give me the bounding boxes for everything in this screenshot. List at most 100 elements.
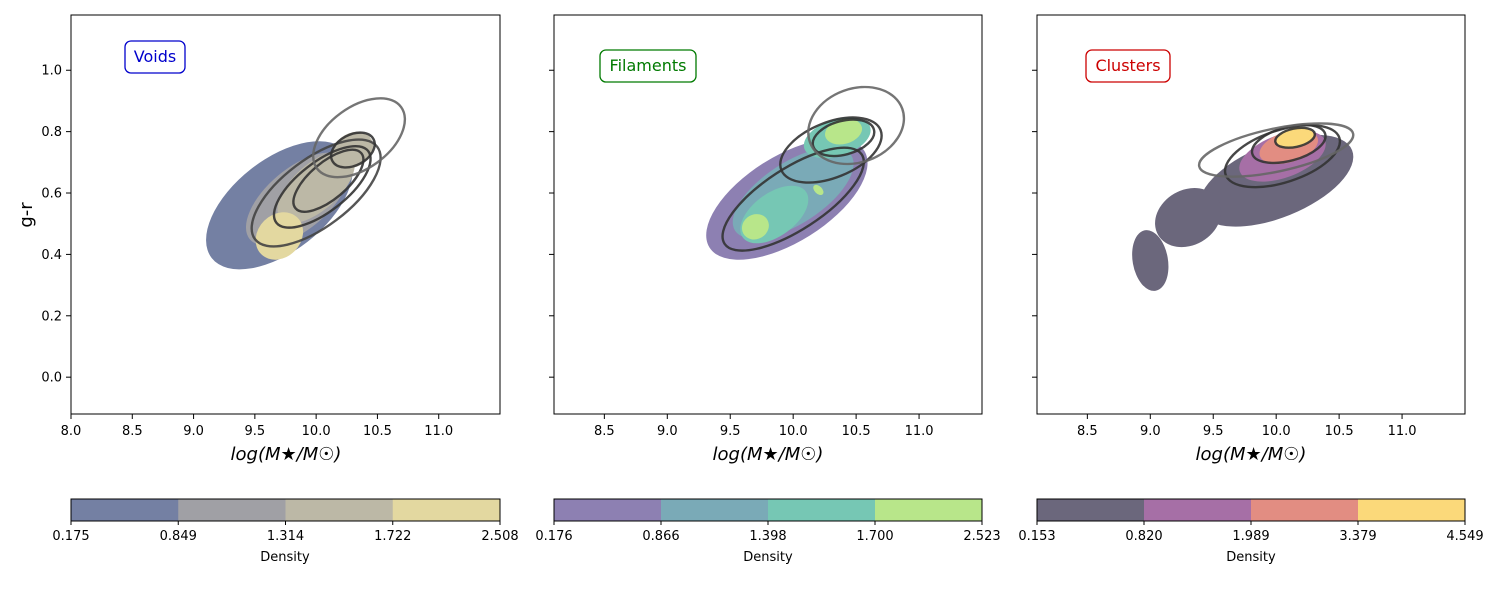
colorbar-segment xyxy=(1144,499,1252,521)
density-fill-level-3 xyxy=(825,118,863,145)
colorbar-tick-label: 0.849 xyxy=(160,529,197,544)
panel-filaments: Filaments log(M★/M☉) Density xyxy=(599,49,824,565)
colorbar-label: Density xyxy=(1226,550,1276,565)
region-label: Clusters xyxy=(1095,56,1160,75)
contour-line-2 xyxy=(1274,126,1317,149)
y-tick-label: 0.4 xyxy=(41,248,62,263)
plot-area xyxy=(66,14,501,419)
colorbar-tick-label: 1.989 xyxy=(1232,529,1269,544)
region-label: Voids xyxy=(134,47,176,66)
contour-line-0 xyxy=(250,138,382,248)
contour-line-3 xyxy=(807,85,906,166)
x-tick-label: 9.5 xyxy=(1203,424,1224,439)
density-fill-level-3 xyxy=(1276,127,1314,149)
density-fill-level-3 xyxy=(813,184,824,196)
x-tick-label: 10.5 xyxy=(1325,424,1354,439)
x-tick-label: 9.0 xyxy=(657,424,678,439)
panel-voids: Voids log(M★/M☉) g-r Density xyxy=(16,40,342,565)
x-tick-label: 10.0 xyxy=(1262,424,1291,439)
density-fill-level-2 xyxy=(277,150,355,224)
x-tick-label: 9.0 xyxy=(183,424,204,439)
colorbar-label: Density xyxy=(743,550,793,565)
colorbar-tick-label: 0.820 xyxy=(1125,529,1162,544)
density-fill-level-3 xyxy=(741,214,769,240)
axes-frame xyxy=(1036,14,1466,415)
density-fill-level-0 xyxy=(1132,230,1169,291)
x-tick-label: 9.5 xyxy=(245,424,266,439)
x-tick-label: 9.0 xyxy=(1140,424,1161,439)
colorbar-tick-label: 0.153 xyxy=(1018,529,1055,544)
contour-line-1 xyxy=(272,144,372,229)
colorbar-segment xyxy=(768,499,876,521)
colorbar-tick-label: 1.700 xyxy=(856,529,893,544)
x-tick-label: 10.0 xyxy=(779,424,808,439)
colorbar-tick-label: 2.523 xyxy=(963,529,1000,544)
x-tick-label: 8.5 xyxy=(594,424,615,439)
y-tick-label: 0.2 xyxy=(41,309,62,324)
x-tick-label: 10.5 xyxy=(842,424,871,439)
x-tick-label: 9.5 xyxy=(720,424,741,439)
density-fill-level-0 xyxy=(1155,188,1222,248)
plot-clip xyxy=(706,85,906,260)
colorbar-segment xyxy=(285,499,394,521)
colorbar-tick-label: 4.549 xyxy=(1446,529,1483,544)
x-tick-label: 11.0 xyxy=(905,424,934,439)
y-axis-label: g-r xyxy=(16,202,37,228)
colorbar-tick-label: 1.314 xyxy=(267,529,304,544)
plot-clip xyxy=(1132,122,1355,291)
x-tick-label: 10.5 xyxy=(363,424,392,439)
plot-area xyxy=(549,14,983,419)
axes-frame xyxy=(553,14,983,415)
colorbar-segment xyxy=(71,499,179,521)
x-tick-label: 10.0 xyxy=(302,424,331,439)
figure-text: Voids log(M★/M☉) g-r Density Filaments l… xyxy=(16,40,1484,565)
region-label-box xyxy=(599,49,697,83)
x-tick-label: 11.0 xyxy=(1388,424,1417,439)
colorbar-segment xyxy=(661,499,769,521)
colorbar-tick-label: 1.722 xyxy=(374,529,411,544)
contour-line-2 xyxy=(811,118,876,158)
panel-clusters: Clusters log(M★/M☉) Density xyxy=(1085,49,1307,565)
contour-line-0 xyxy=(721,146,866,252)
y-tick-label: 0.0 xyxy=(41,371,62,386)
plot-clip xyxy=(206,97,407,270)
contour-line-3 xyxy=(1197,122,1355,178)
x-axis-label: log(M★/M☉) xyxy=(713,444,824,465)
colorbar-tick-label: 3.379 xyxy=(1339,529,1376,544)
x-tick-label: 11.0 xyxy=(424,424,453,439)
colorbar-segment xyxy=(178,499,286,521)
plot-area xyxy=(1032,14,1466,419)
colorbar-segment xyxy=(392,499,501,521)
colorbar-segment xyxy=(1358,499,1466,521)
contour-line-1 xyxy=(779,116,883,184)
region-label-box xyxy=(124,40,186,74)
colorbar-tick-label: 0.176 xyxy=(535,529,572,544)
colorbar-segment xyxy=(554,499,662,521)
colorbar-tick-label: 1.398 xyxy=(749,529,786,544)
figure-content xyxy=(66,14,1466,525)
axes-frame xyxy=(70,14,501,415)
colorbar-segment xyxy=(1251,499,1359,521)
colorbar xyxy=(1036,498,1466,525)
x-tick-label: 8.5 xyxy=(122,424,143,439)
y-tick-label: 0.8 xyxy=(41,125,62,140)
x-tick-label: 8.0 xyxy=(61,424,82,439)
region-label-box xyxy=(1085,49,1171,83)
colorbar-tick-label: 0.866 xyxy=(642,529,679,544)
x-axis-label: log(M★/M☉) xyxy=(1196,444,1307,465)
colorbar-tick-label: 0.175 xyxy=(52,529,89,544)
colorbar xyxy=(70,498,501,525)
contour-line-4 xyxy=(311,97,407,179)
colorbar xyxy=(553,498,983,525)
y-tick-label: 1.0 xyxy=(41,64,62,79)
x-axis-label: log(M★/M☉) xyxy=(231,444,342,465)
contour-line-3 xyxy=(329,131,376,169)
colorbar-segment xyxy=(875,499,983,521)
region-label: Filaments xyxy=(610,56,687,75)
colorbar-label: Density xyxy=(260,550,310,565)
colorbar-segment xyxy=(1037,499,1145,521)
density-fill-level-3 xyxy=(255,212,304,260)
y-tick-label: 0.6 xyxy=(41,187,62,202)
colorbar-tick-label: 2.508 xyxy=(481,529,518,544)
